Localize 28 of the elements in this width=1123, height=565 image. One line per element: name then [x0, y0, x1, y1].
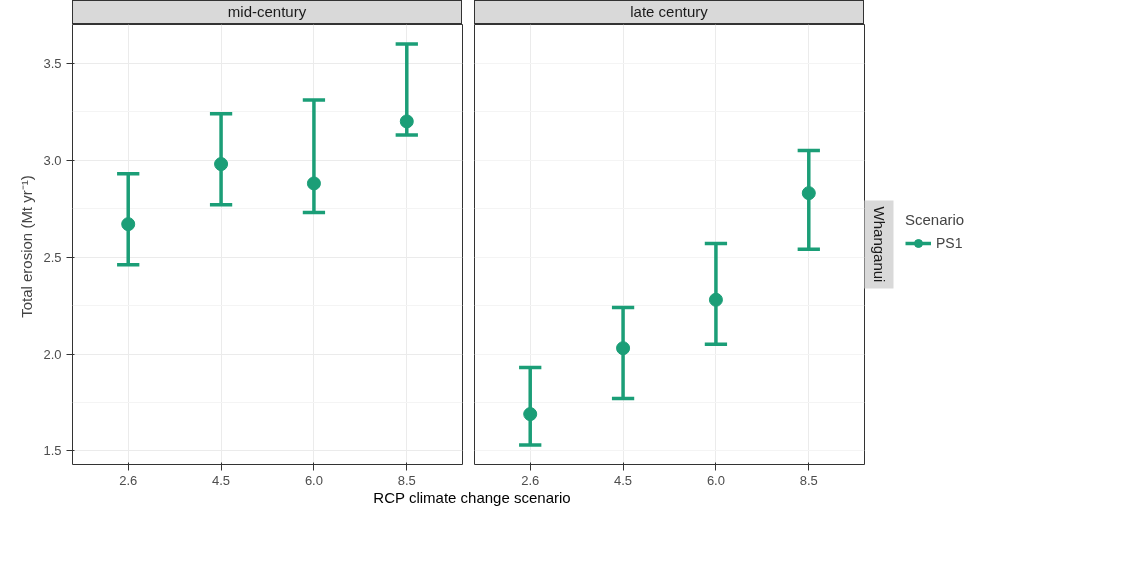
x-tick-label: 2.6	[521, 472, 540, 488]
x-tick-label: 8.5	[799, 472, 818, 488]
x-axis-title: RCP climate change scenario	[373, 488, 571, 508]
y-tick-label: 2.5	[43, 249, 62, 265]
text: Whanganui	[870, 206, 888, 283]
x-tick-label: 8.5	[397, 472, 416, 488]
x-tick-label: 6.0	[304, 472, 323, 488]
chart-title: mid-century	[227, 2, 307, 22]
chart-title: late century	[630, 2, 708, 22]
point	[708, 292, 723, 307]
point	[121, 217, 136, 232]
legend-title: Scenario	[905, 211, 965, 228]
point	[616, 341, 631, 356]
x-tick-label: 4.5	[212, 472, 231, 488]
y-tick-label: 2.0	[43, 346, 62, 362]
x-tick-label: 4.5	[614, 472, 633, 488]
legend-label: PS1	[936, 235, 963, 251]
point	[801, 186, 816, 201]
point	[306, 176, 321, 191]
point	[399, 114, 414, 129]
x-tick-label: 6.0	[706, 472, 725, 488]
point	[523, 407, 538, 422]
x-tick-label: 2.6	[119, 472, 138, 488]
y-axis-title: Total erosion (Mt yr⁻¹)	[18, 175, 36, 318]
y-tick-label: 3.5	[43, 55, 62, 71]
y-tick-label: 3.0	[43, 152, 62, 168]
y-tick-label: 1.5	[43, 443, 62, 459]
point	[214, 157, 229, 172]
